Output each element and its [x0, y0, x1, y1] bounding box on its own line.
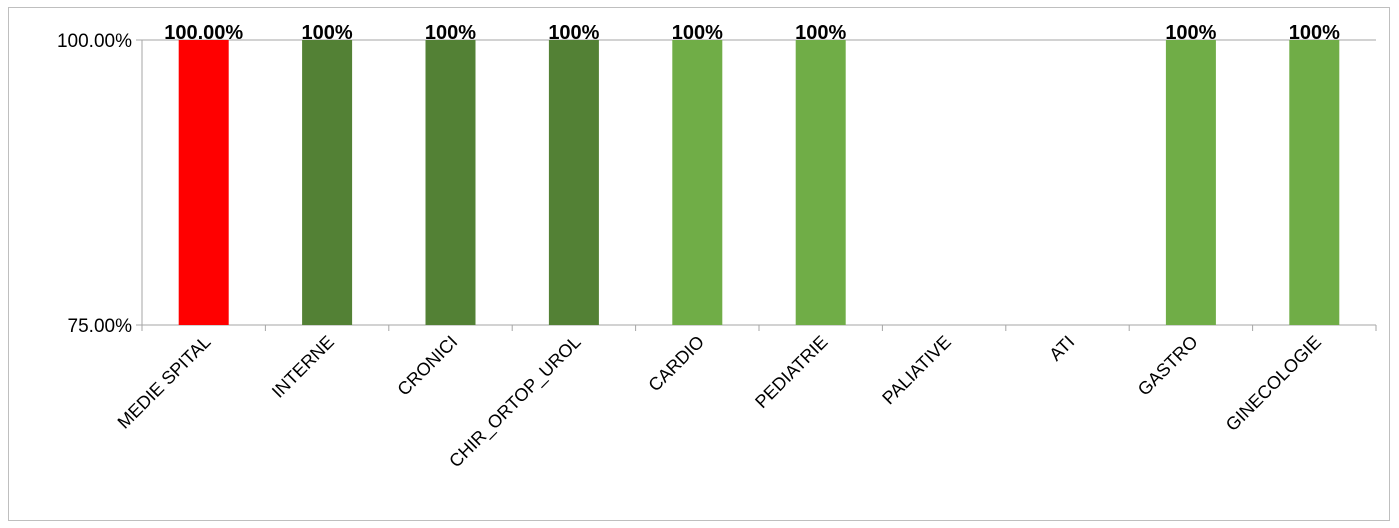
- data-label: 100%: [425, 22, 476, 44]
- x-category-label: INTERNE: [268, 332, 338, 402]
- x-category-label: ATI: [1045, 332, 1078, 365]
- y-tick-label: 100.00%: [57, 31, 132, 52]
- bar: [795, 40, 846, 325]
- bar: [302, 40, 353, 325]
- x-category-label: CARDIO: [644, 332, 708, 396]
- data-label: 100%: [795, 22, 846, 44]
- bar: [1289, 40, 1340, 325]
- data-label: 100.00%: [164, 22, 243, 44]
- bar: [1165, 40, 1216, 325]
- x-category-label: MEDIE SPITAL: [114, 332, 215, 433]
- x-category-label: GASTRO: [1134, 332, 1202, 400]
- bar: [425, 40, 476, 325]
- x-category-label: CRONICI: [393, 332, 461, 400]
- bar: [548, 40, 599, 325]
- x-category-label: PALIATIVE: [878, 332, 955, 409]
- data-label: 100%: [302, 22, 353, 44]
- bar: [672, 40, 723, 325]
- x-category-label: GINECOLOGIE: [1222, 332, 1325, 435]
- data-label: 100%: [1289, 22, 1340, 44]
- y-tick-label: 75.00%: [68, 316, 133, 337]
- bar: [178, 40, 229, 325]
- data-label: 100%: [1165, 22, 1216, 44]
- data-label: 100%: [672, 22, 723, 44]
- data-label: 100%: [548, 22, 599, 44]
- x-category-label: CHIR_ORTOP_UROL: [445, 332, 585, 472]
- x-category-label: PEDIATRIE: [751, 332, 831, 412]
